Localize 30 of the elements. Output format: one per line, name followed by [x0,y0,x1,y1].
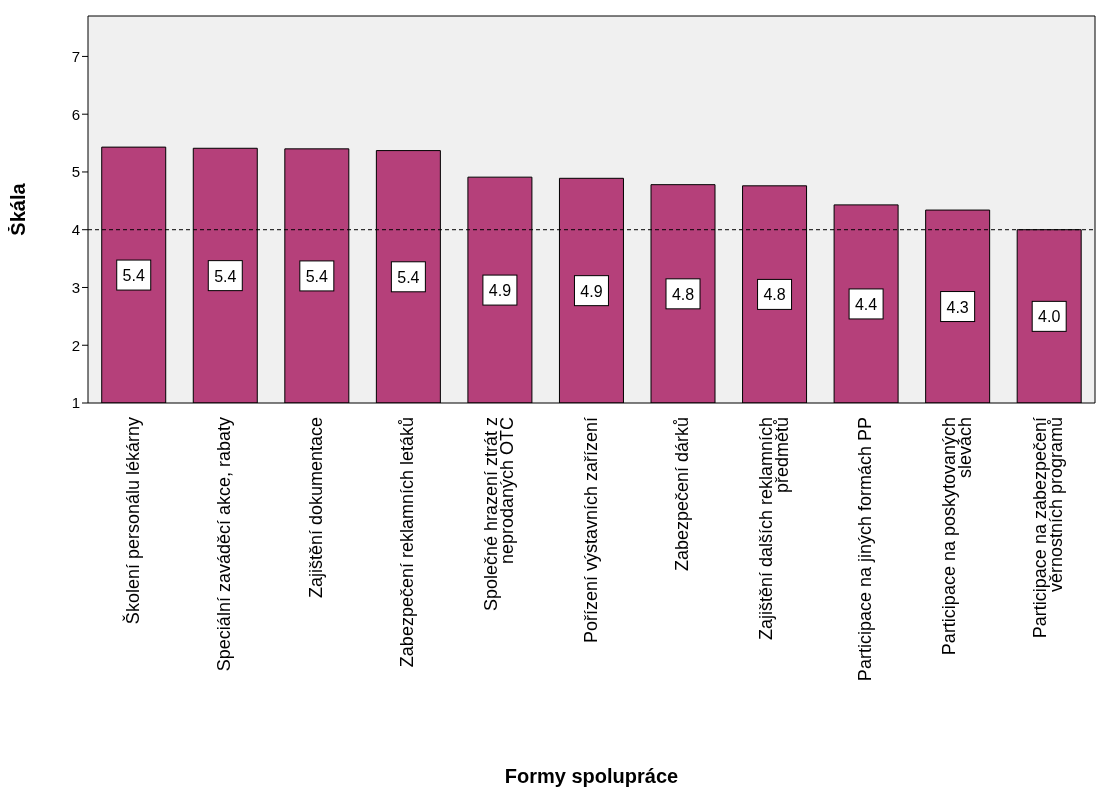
data-label: 5.4 [305,267,329,285]
data-label: 4.8 [671,285,695,303]
data-label: 4.8 [763,286,786,304]
x-axis-title: Formy spolupráce [504,765,679,787]
y-tick-label: 2 [71,336,80,354]
data-label: 5.4 [397,268,420,286]
y-tick-label: 4 [71,221,80,239]
y-tick-label: 3 [71,278,80,296]
x-tick-label: Společné hrazení ztrát z neprodaných OTC [480,417,517,612]
data-label: 4.4 [854,295,878,313]
x-tick-label: Zajištění dokumentace [305,417,326,599]
x-tick-label: Participace na poskytovaných slevách [938,417,975,656]
data-label: 4.9 [488,282,512,300]
data-label: 5.4 [214,267,237,285]
x-tick-label: Zajištění dalších reklamních předmětů [755,417,792,641]
y-tick-label: 7 [71,47,80,65]
data-label: 5.4 [122,267,145,285]
y-tick-label: 5 [71,163,80,181]
x-tick-label: Zabezpečení reklamních letáků [397,417,418,668]
data-label: 4.9 [580,282,603,300]
x-tick-label: Zabezpečení dárků [672,417,693,572]
x-tick-label: Participace na jiných formách PP [855,417,876,682]
data-label: 4.3 [946,298,969,316]
x-tick-label: Školení personálu lékárny [121,417,143,625]
y-tick-label: 1 [71,394,80,412]
y-tick-label: 6 [71,105,80,123]
y-axis-title: Škála [6,182,30,236]
x-tick-label: Pořízení výstavních zařízení [580,417,601,644]
x-tick-label: Speciální zaváděcí akce, rabaty [214,417,235,672]
data-label: 4.0 [1038,308,1061,326]
